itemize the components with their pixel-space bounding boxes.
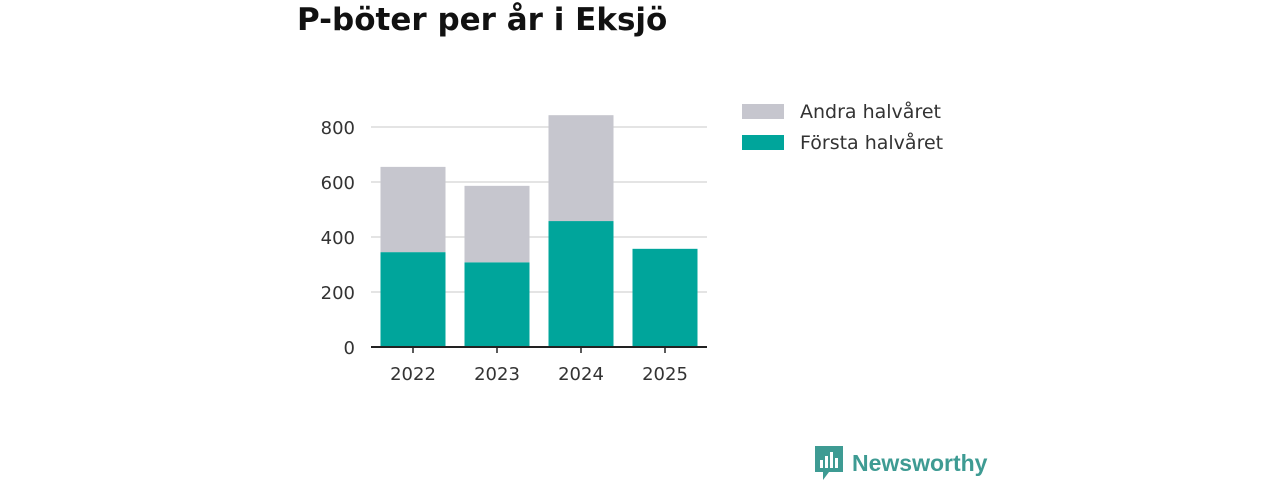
newsworthy-logo-icon <box>815 446 843 480</box>
brand-name: Newsworthy <box>852 449 988 476</box>
y-tick-label: 800 <box>321 118 355 139</box>
y-tick-label: 600 <box>321 173 355 194</box>
x-tick-label: 2024 <box>558 364 604 385</box>
y-tick-label: 0 <box>344 338 355 359</box>
legend: Andra halvåret Första halvåret <box>742 96 943 158</box>
chart-title: P-böter per år i Eksjö <box>297 2 668 38</box>
legend-label-andra: Andra halvåret <box>800 100 941 123</box>
x-tick-label: 2022 <box>390 364 436 385</box>
y-tick-label: 400 <box>321 228 355 249</box>
brand-logo[interactable]: Newsworthy <box>815 446 987 480</box>
legend-item-forsta: Första halvåret <box>742 127 943 158</box>
x-axis-ticks: 2022 2023 2024 2025 <box>390 347 688 385</box>
bar-andra-2023 <box>464 185 530 263</box>
bar-forsta-2025 <box>632 248 698 347</box>
bar-andra-2024 <box>548 115 614 222</box>
x-tick-label: 2025 <box>642 364 688 385</box>
y-axis-ticks: 0 200 400 600 800 <box>321 118 355 359</box>
y-tick-label: 200 <box>321 283 355 304</box>
legend-swatch-forsta <box>742 135 784 150</box>
bars <box>380 115 698 347</box>
legend-label-forsta: Första halvåret <box>800 131 944 154</box>
legend-item-andra: Andra halvåret <box>742 96 943 127</box>
bar-forsta-2022 <box>380 252 446 347</box>
legend-swatch-andra <box>742 104 784 119</box>
bar-forsta-2023 <box>464 262 530 347</box>
bar-andra-2022 <box>380 166 446 253</box>
bar-forsta-2024 <box>548 221 614 347</box>
x-tick-label: 2023 <box>474 364 520 385</box>
